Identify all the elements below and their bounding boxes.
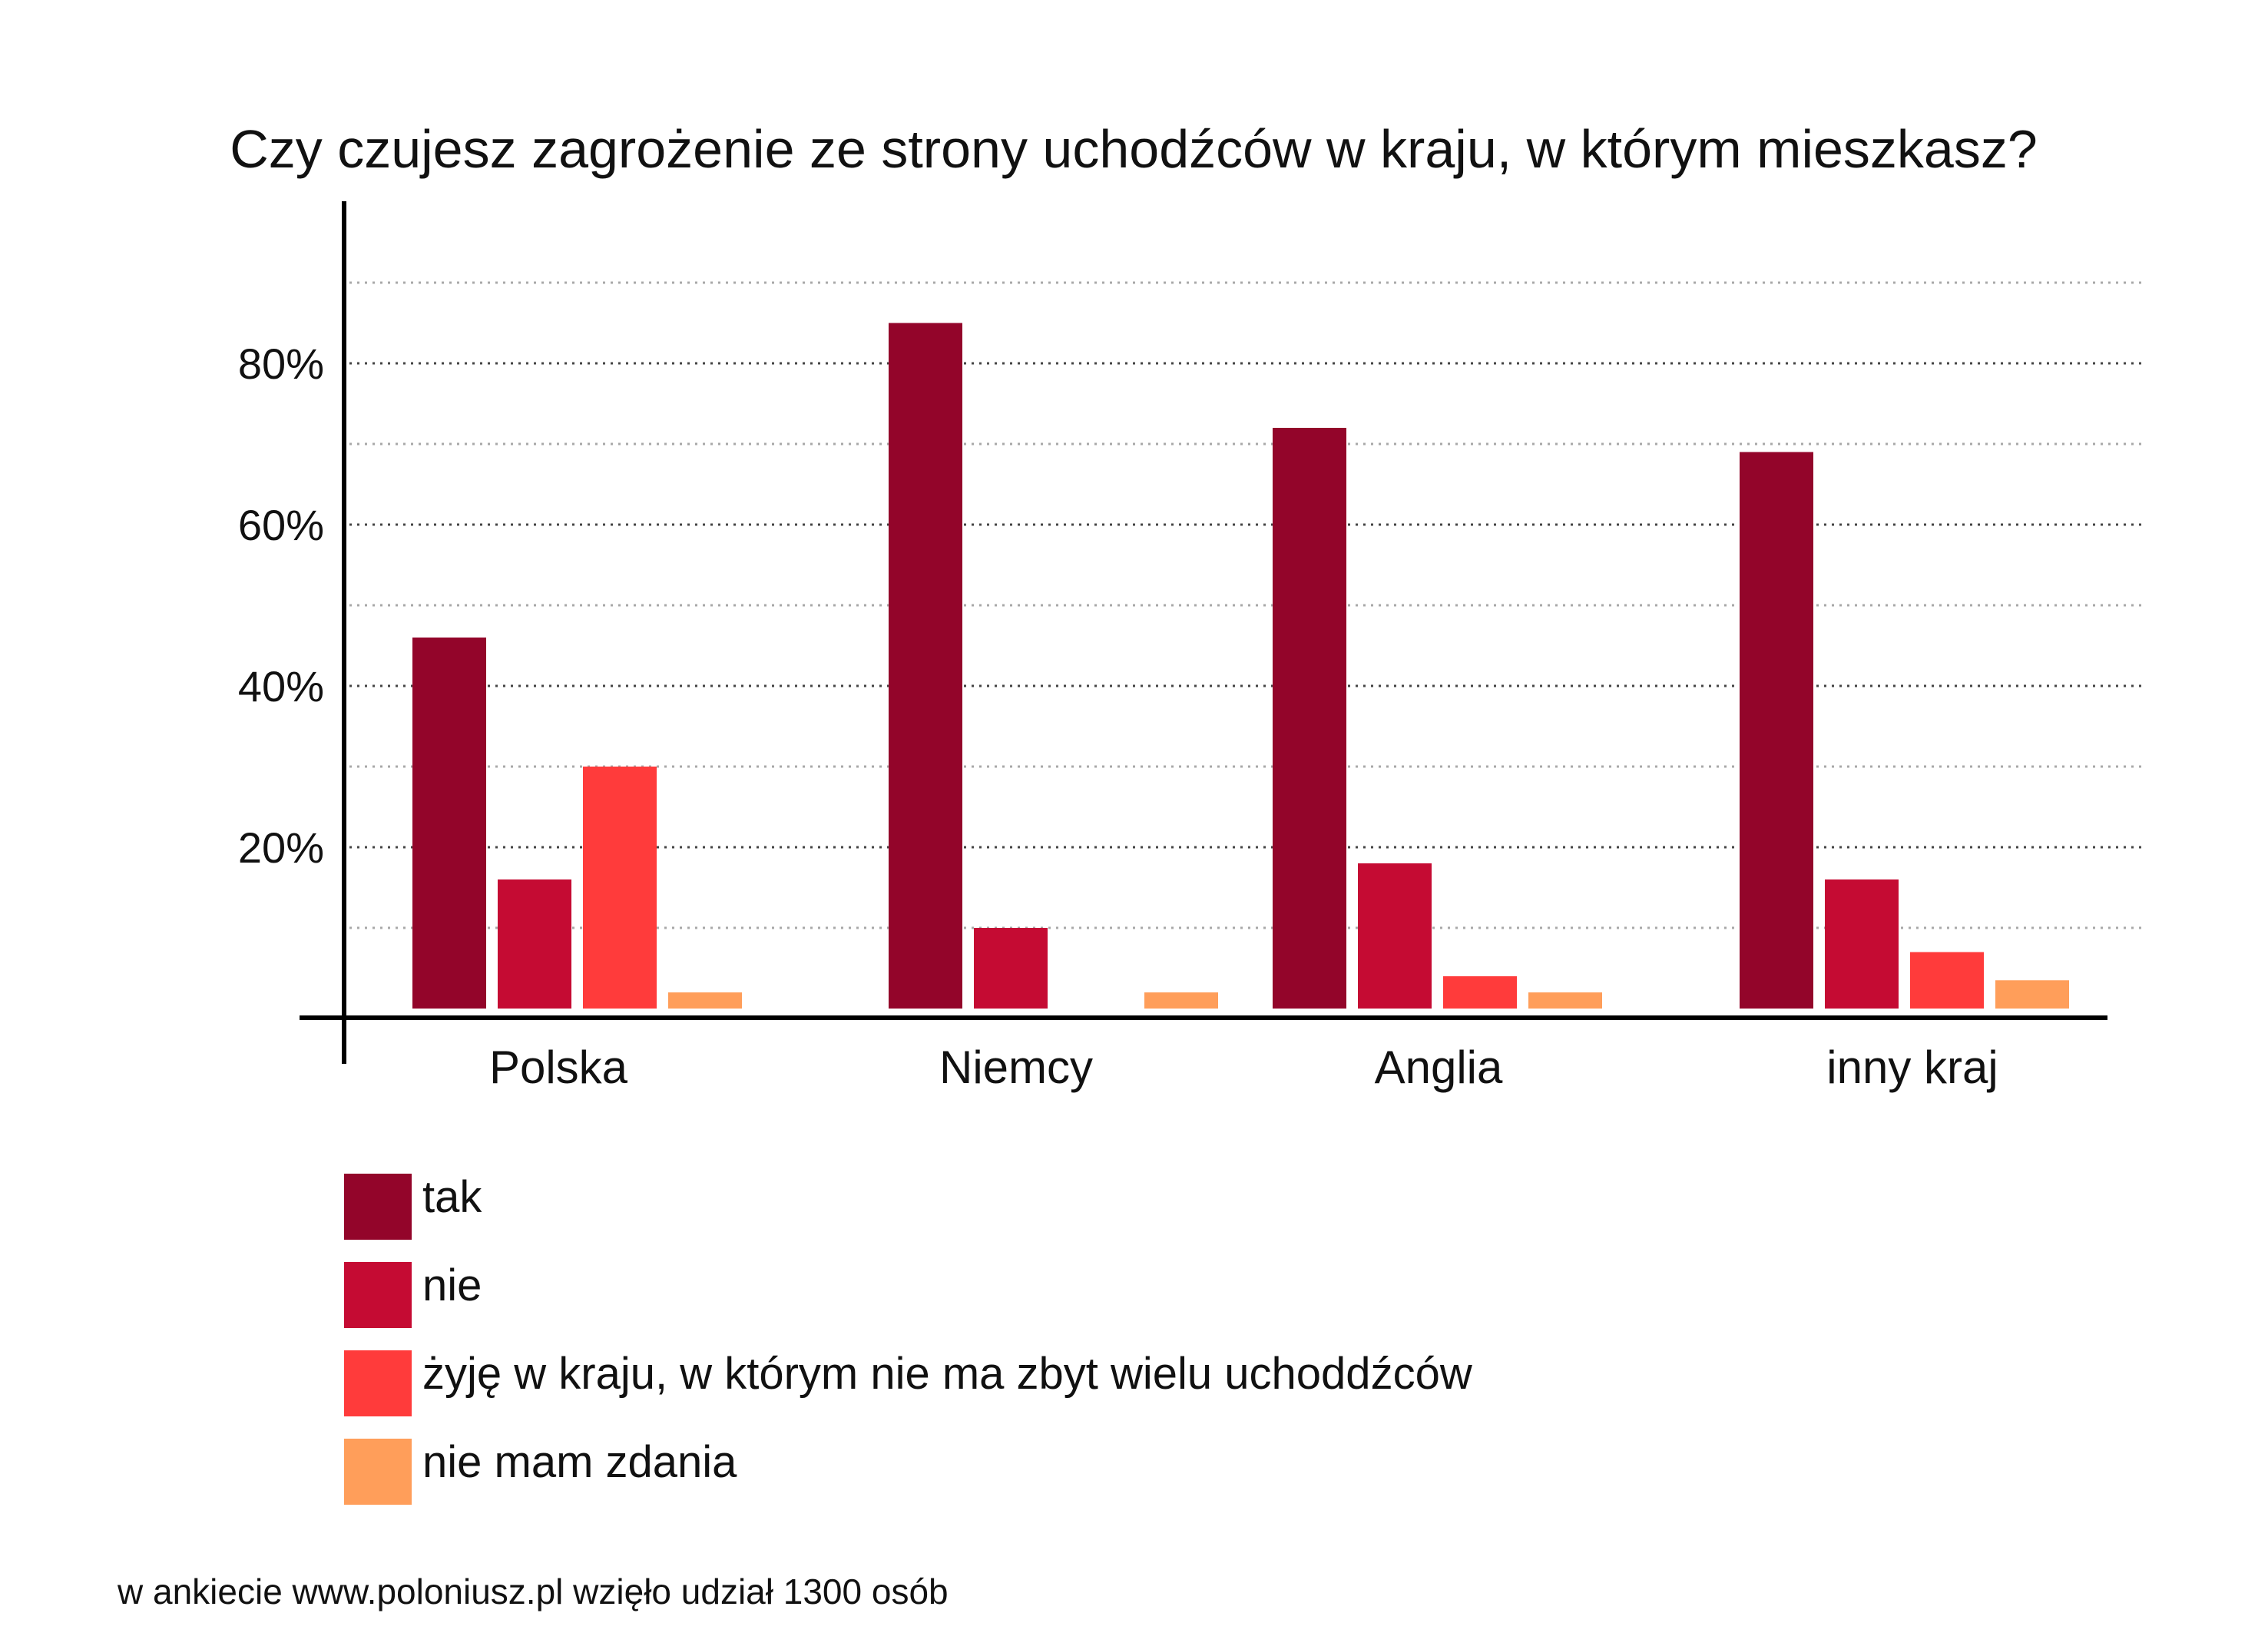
y-tick-label: 40% (238, 662, 324, 711)
legend: tak nie żyję w kraju, w którym nie ma zbyt… (344, 1172, 1473, 1505)
y-tick-label: 60% (238, 501, 324, 549)
bar (1825, 879, 1899, 1009)
legend-label: tak (422, 1172, 482, 1222)
category-label: Polska (489, 1042, 628, 1093)
legend-label: nie (422, 1260, 482, 1310)
bar (412, 638, 486, 1009)
y-tick-label: 20% (238, 823, 324, 872)
category-labels: Polska Niemcy Anglia inny kraj (489, 1042, 1998, 1093)
legend-label: nie mam zdania (422, 1437, 737, 1487)
bar (1443, 976, 1517, 1009)
bar (498, 879, 571, 1009)
category-label: Anglia (1375, 1042, 1503, 1093)
chart-title: Czy czujesz zagrożenie ze strony uchodźc… (230, 119, 2038, 179)
legend-swatch (344, 1262, 412, 1328)
bar (583, 767, 657, 1009)
bar (1740, 452, 1813, 1009)
legend-swatch (344, 1439, 412, 1505)
bar (974, 928, 1048, 1009)
y-tick-labels: 20% 40% 60% 80% (238, 340, 324, 872)
bar (1273, 428, 1346, 1009)
bar (1528, 992, 1602, 1009)
footnote: w ankiecie www.poloniusz.pl wzięło udzia… (117, 1572, 949, 1611)
bar (1358, 863, 1432, 1009)
legend-swatch (344, 1174, 412, 1240)
bar (668, 992, 742, 1009)
legend-label: żyję w kraju, w którym nie ma zbyt wielu… (422, 1349, 1473, 1399)
legend-swatch (344, 1350, 412, 1416)
bar (889, 323, 962, 1009)
bar (1910, 952, 1984, 1009)
y-tick-label: 80% (238, 340, 324, 388)
bar (1144, 992, 1218, 1009)
bar (1995, 980, 2069, 1009)
category-label: Niemcy (939, 1042, 1093, 1093)
bars (412, 323, 2069, 1009)
category-label: inny kraj (1826, 1042, 1998, 1093)
